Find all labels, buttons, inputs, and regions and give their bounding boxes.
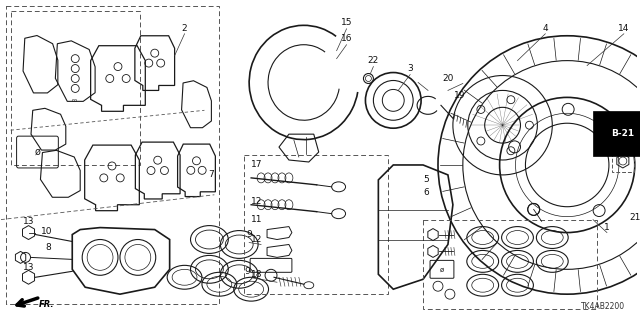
Text: TK4AB2200: TK4AB2200 [580,302,625,311]
Bar [423,220,597,309]
Text: 6: 6 [423,188,429,197]
Bar [612,150,634,172]
Bar [6,6,220,304]
Text: 9: 9 [246,230,252,239]
Text: 17: 17 [252,160,263,170]
Text: 12: 12 [252,197,263,206]
Text: 13: 13 [23,263,35,272]
Text: 1: 1 [604,223,610,232]
Text: 22: 22 [368,56,379,65]
Text: 14: 14 [618,24,630,33]
Text: 16: 16 [341,34,352,43]
Text: 10: 10 [41,227,52,236]
Text: B-21: B-21 [611,129,634,138]
Bar [11,11,140,165]
Text: 5: 5 [423,175,429,184]
Text: oo: oo [72,98,78,103]
Text: 19: 19 [454,91,466,100]
Text: 13: 13 [23,217,35,226]
Text: 4: 4 [543,24,548,33]
Text: 2: 2 [182,24,188,33]
Bar [244,155,388,294]
Text: 9: 9 [244,267,250,276]
Text: 11: 11 [252,215,263,224]
Text: 18: 18 [252,270,263,279]
Text: ø: ø [440,266,444,272]
Text: 21: 21 [629,213,640,222]
Text: ø: ø [35,147,40,157]
Text: 3: 3 [407,64,413,73]
Text: 15: 15 [341,18,352,27]
Text: 8: 8 [45,243,51,252]
Text: 7: 7 [209,171,214,180]
Text: 12: 12 [252,235,263,244]
Text: FR.: FR. [38,300,54,308]
Text: 20: 20 [442,74,454,83]
